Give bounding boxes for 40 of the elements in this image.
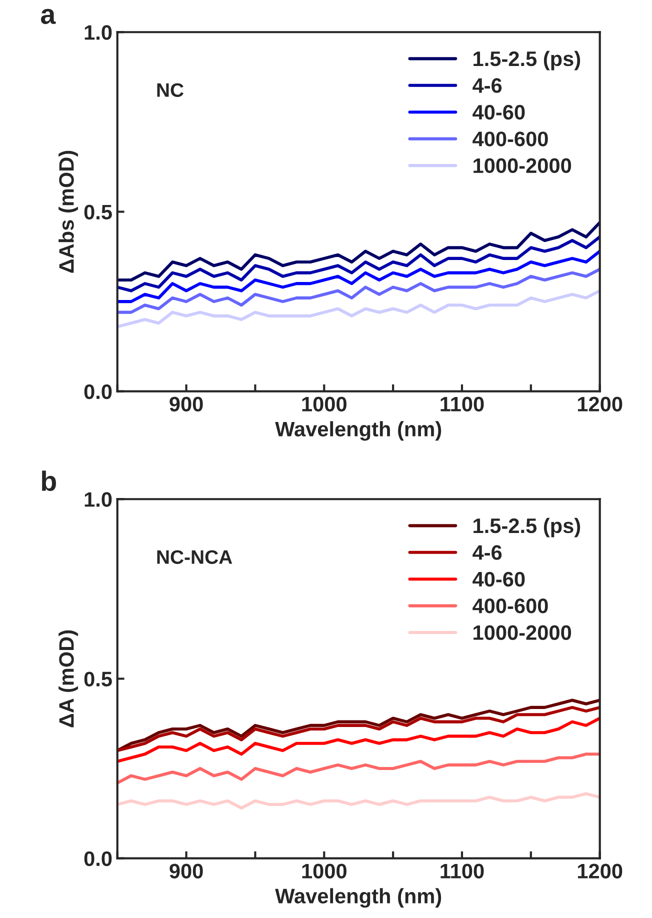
- x-tick-label: 1000: [302, 396, 346, 412]
- x-tick-label: 900: [170, 864, 203, 878]
- x-tick-label: 900: [170, 396, 203, 412]
- y-tick-label: 1.0: [84, 25, 112, 40]
- legend-label: 40-60: [472, 572, 525, 587]
- legend-label: 40-60: [472, 104, 525, 120]
- x-axis-title: Wavelength (nm): [275, 888, 442, 908]
- line-series: [117, 716, 600, 763]
- y-tick-label: 1.0: [84, 492, 112, 507]
- line-series: [117, 268, 600, 314]
- x-tick-label: 1000: [302, 864, 346, 878]
- legend-label: 1.5-2.5 (ps): [474, 50, 580, 70]
- x-tick-label: 1100: [440, 864, 484, 878]
- x-axis-title: Wavelength (nm): [275, 421, 442, 441]
- legend-label: 4-6: [472, 545, 502, 560]
- chart-title: a: [40, 8, 56, 24]
- annotation: NC-NCA: [157, 550, 232, 564]
- line-series: [117, 792, 600, 810]
- legend-label: 400-600: [472, 598, 548, 614]
- line-series: [117, 235, 600, 292]
- y-tick-label: 0.5: [84, 672, 112, 686]
- x-tick-label: 1200: [578, 864, 622, 878]
- legend-label: 4-6: [472, 78, 502, 93]
- line-series: [117, 752, 600, 784]
- y-tick-label: 0.0: [84, 851, 112, 866]
- legend-label: 400-600: [472, 132, 548, 146]
- x-tick-label: 1100: [440, 396, 484, 412]
- x-tick-label: 1200: [578, 396, 622, 412]
- y-axis-title: ΔAbs (mOD): [58, 150, 78, 273]
- y-tick-label: 0.0: [84, 384, 112, 400]
- legend-label: 1.5-2.5 (ps): [474, 518, 580, 538]
- y-axis-title: ΔA (mOD): [58, 630, 78, 728]
- line-series: [117, 250, 600, 304]
- line-series: [117, 289, 600, 328]
- annotation: NC: [157, 83, 184, 97]
- legend-label: 1000-2000: [474, 158, 572, 174]
- legend-label: 1000-2000: [474, 625, 572, 640]
- line-series: [117, 220, 600, 282]
- chart-title: b: [42, 470, 56, 492]
- y-tick-label: 0.5: [84, 204, 112, 220]
